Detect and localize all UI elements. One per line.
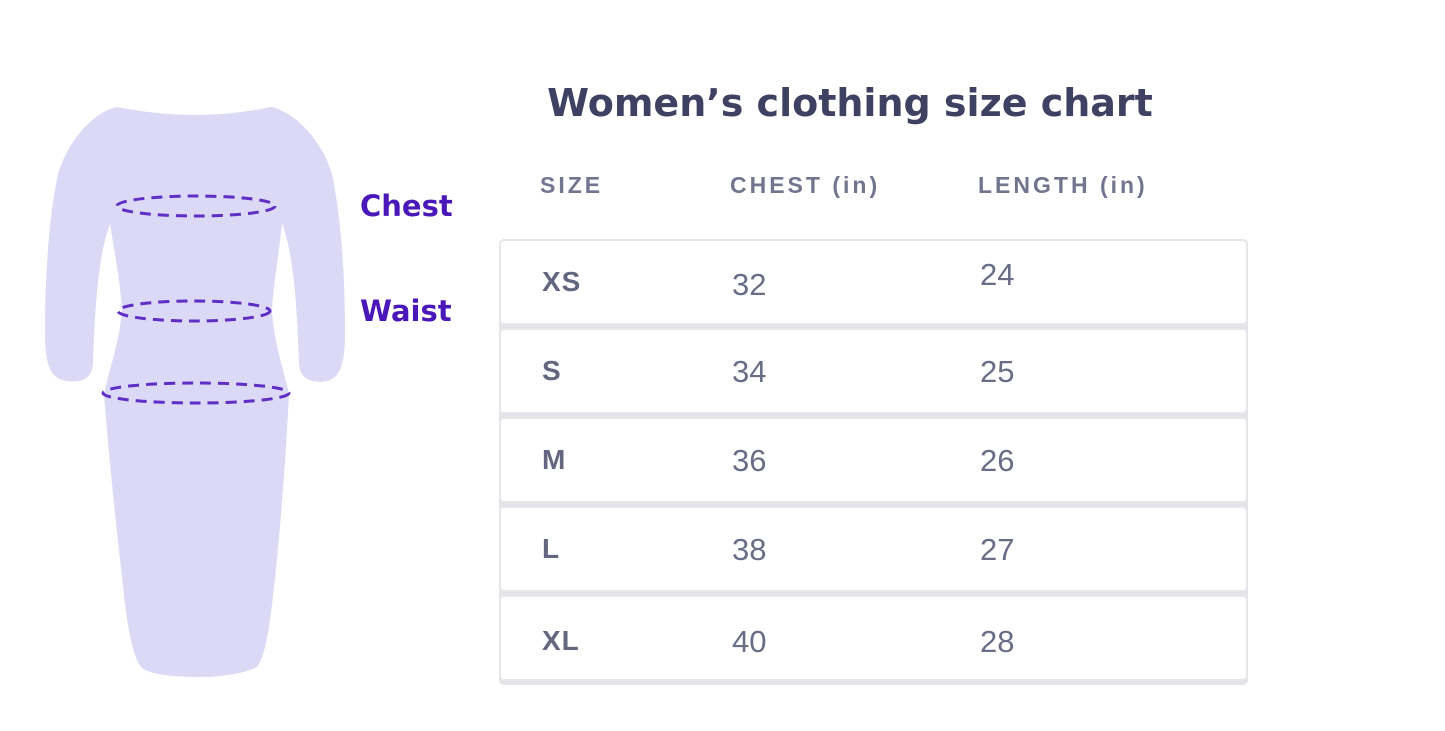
length-cell: 25 (980, 353, 1015, 389)
chest-cell: 36 (732, 442, 767, 478)
length-cell: 26 (980, 442, 1015, 478)
table-row-xs: XS 32 24 (499, 239, 1248, 325)
size-cell: L (542, 533, 561, 564)
waist-measure-line (116, 299, 272, 323)
size-cell: XL (542, 625, 580, 656)
dress-silhouette (45, 107, 345, 677)
column-header-chest: CHEST (in) (730, 172, 881, 198)
table-row-m: M 36 26 (499, 417, 1248, 503)
length-cell: 27 (980, 531, 1015, 567)
dress-illustration (45, 107, 345, 677)
chest-cell: 40 (732, 623, 767, 659)
page-title: Women’s clothing size chart (547, 81, 1153, 125)
chest-label: Chest (360, 189, 453, 223)
table-header-row: SIZE CHEST (in) LENGTH (in) (499, 172, 1248, 200)
length-cell: 28 (980, 623, 1015, 659)
chest-cell: 34 (732, 353, 767, 389)
size-cell: S (542, 355, 562, 386)
table-row-xl: XL 40 28 (499, 595, 1248, 681)
table-row-s: S 34 25 (499, 328, 1248, 414)
column-header-length: LENGTH (in) (978, 172, 1148, 198)
chest-measure-line (115, 194, 277, 218)
chest-cell: 38 (732, 531, 767, 567)
size-cell: XS (542, 266, 582, 297)
table-row-l: L 38 27 (499, 506, 1248, 592)
column-header-size: SIZE (540, 172, 604, 198)
size-cell: M (542, 444, 567, 475)
waist-label: Waist (360, 294, 452, 328)
length-cell: 24 (980, 256, 1015, 292)
chest-cell: 32 (732, 266, 767, 302)
hip-measure-line (101, 381, 291, 405)
size-table: XS 32 24 S 34 25 M 36 26 L 38 27 XL 40 2… (499, 239, 1248, 685)
